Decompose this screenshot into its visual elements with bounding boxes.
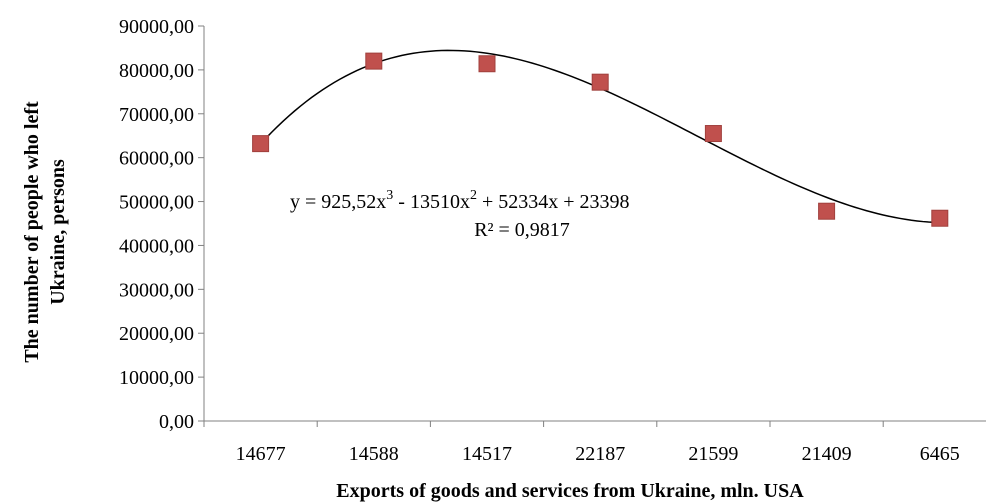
x-tick-label: 14517 <box>462 443 512 465</box>
y-tick-label: 30000,00 <box>119 279 194 301</box>
x-tick-label: 21409 <box>802 443 852 465</box>
x-tick-label: 6465 <box>920 443 960 465</box>
y-tick-label: 40000,00 <box>119 235 194 257</box>
x-tick-label: 22187 <box>575 443 625 465</box>
y-tick-label: 10000,00 <box>119 367 194 389</box>
data-point <box>252 135 270 153</box>
x-tick-label: 14588 <box>349 443 399 465</box>
x-tick-label: 21599 <box>688 443 738 465</box>
x-axis-title: Exports of goods and services from Ukrai… <box>336 480 804 502</box>
y-tick-label: 70000,00 <box>119 104 194 126</box>
data-point <box>818 202 836 220</box>
y-axis-ticks: 0,00 10000,00 20000,00 30000,00 40000,00 5000… <box>119 16 204 433</box>
y-tick-label: 0,00 <box>159 411 194 433</box>
x-tick-label: 14677 <box>236 443 286 465</box>
data-points <box>252 52 949 227</box>
y-tick-label: 60000,00 <box>119 148 194 170</box>
y-tick-label: 90000,00 <box>119 16 194 38</box>
x-axis-ticks: 14677 14588 14517 22187 21599 21409 6465 <box>203 421 960 465</box>
y-axis-title-line1: The number of people who left <box>21 101 43 363</box>
trendline-equation: y = 925,52x3 - 13510x2 + 52334x + 23398 <box>290 188 630 213</box>
y-tick-label: 80000,00 <box>119 60 194 82</box>
data-point <box>365 52 383 70</box>
data-point <box>931 209 949 227</box>
r-squared-label: R² = 0,9817 <box>474 219 570 241</box>
data-point <box>478 55 496 73</box>
y-axis-title-line2: Ukraine, persons <box>47 159 69 305</box>
data-point <box>591 73 609 91</box>
y-tick-label: 50000,00 <box>119 192 194 214</box>
y-tick-label: 20000,00 <box>119 323 194 345</box>
data-point <box>704 125 722 143</box>
